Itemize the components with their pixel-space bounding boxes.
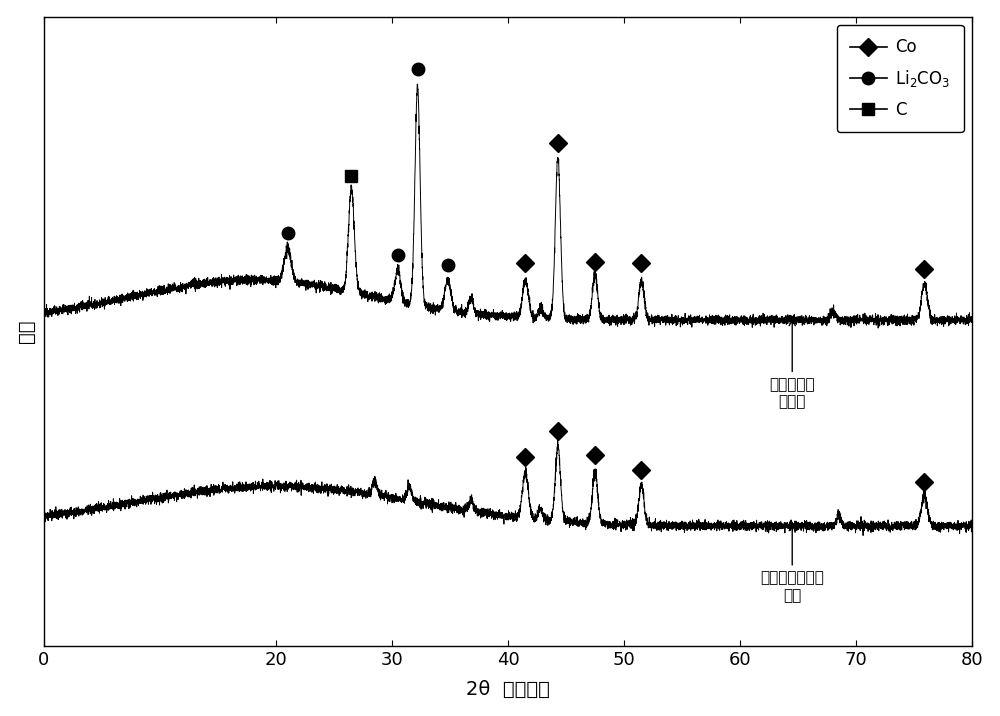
Text: 焋烧后固体
混合物: 焋烧后固体 混合物 [769, 319, 815, 410]
Text: 湿式磁选精矿口
排料: 湿式磁选精矿口 排料 [760, 525, 824, 603]
X-axis label: 2θ  （角度）: 2θ （角度） [466, 680, 550, 700]
Y-axis label: 强度: 强度 [17, 320, 36, 343]
Legend: Co, Li$_2$CO$_3$, C: Co, Li$_2$CO$_3$, C [837, 25, 964, 132]
